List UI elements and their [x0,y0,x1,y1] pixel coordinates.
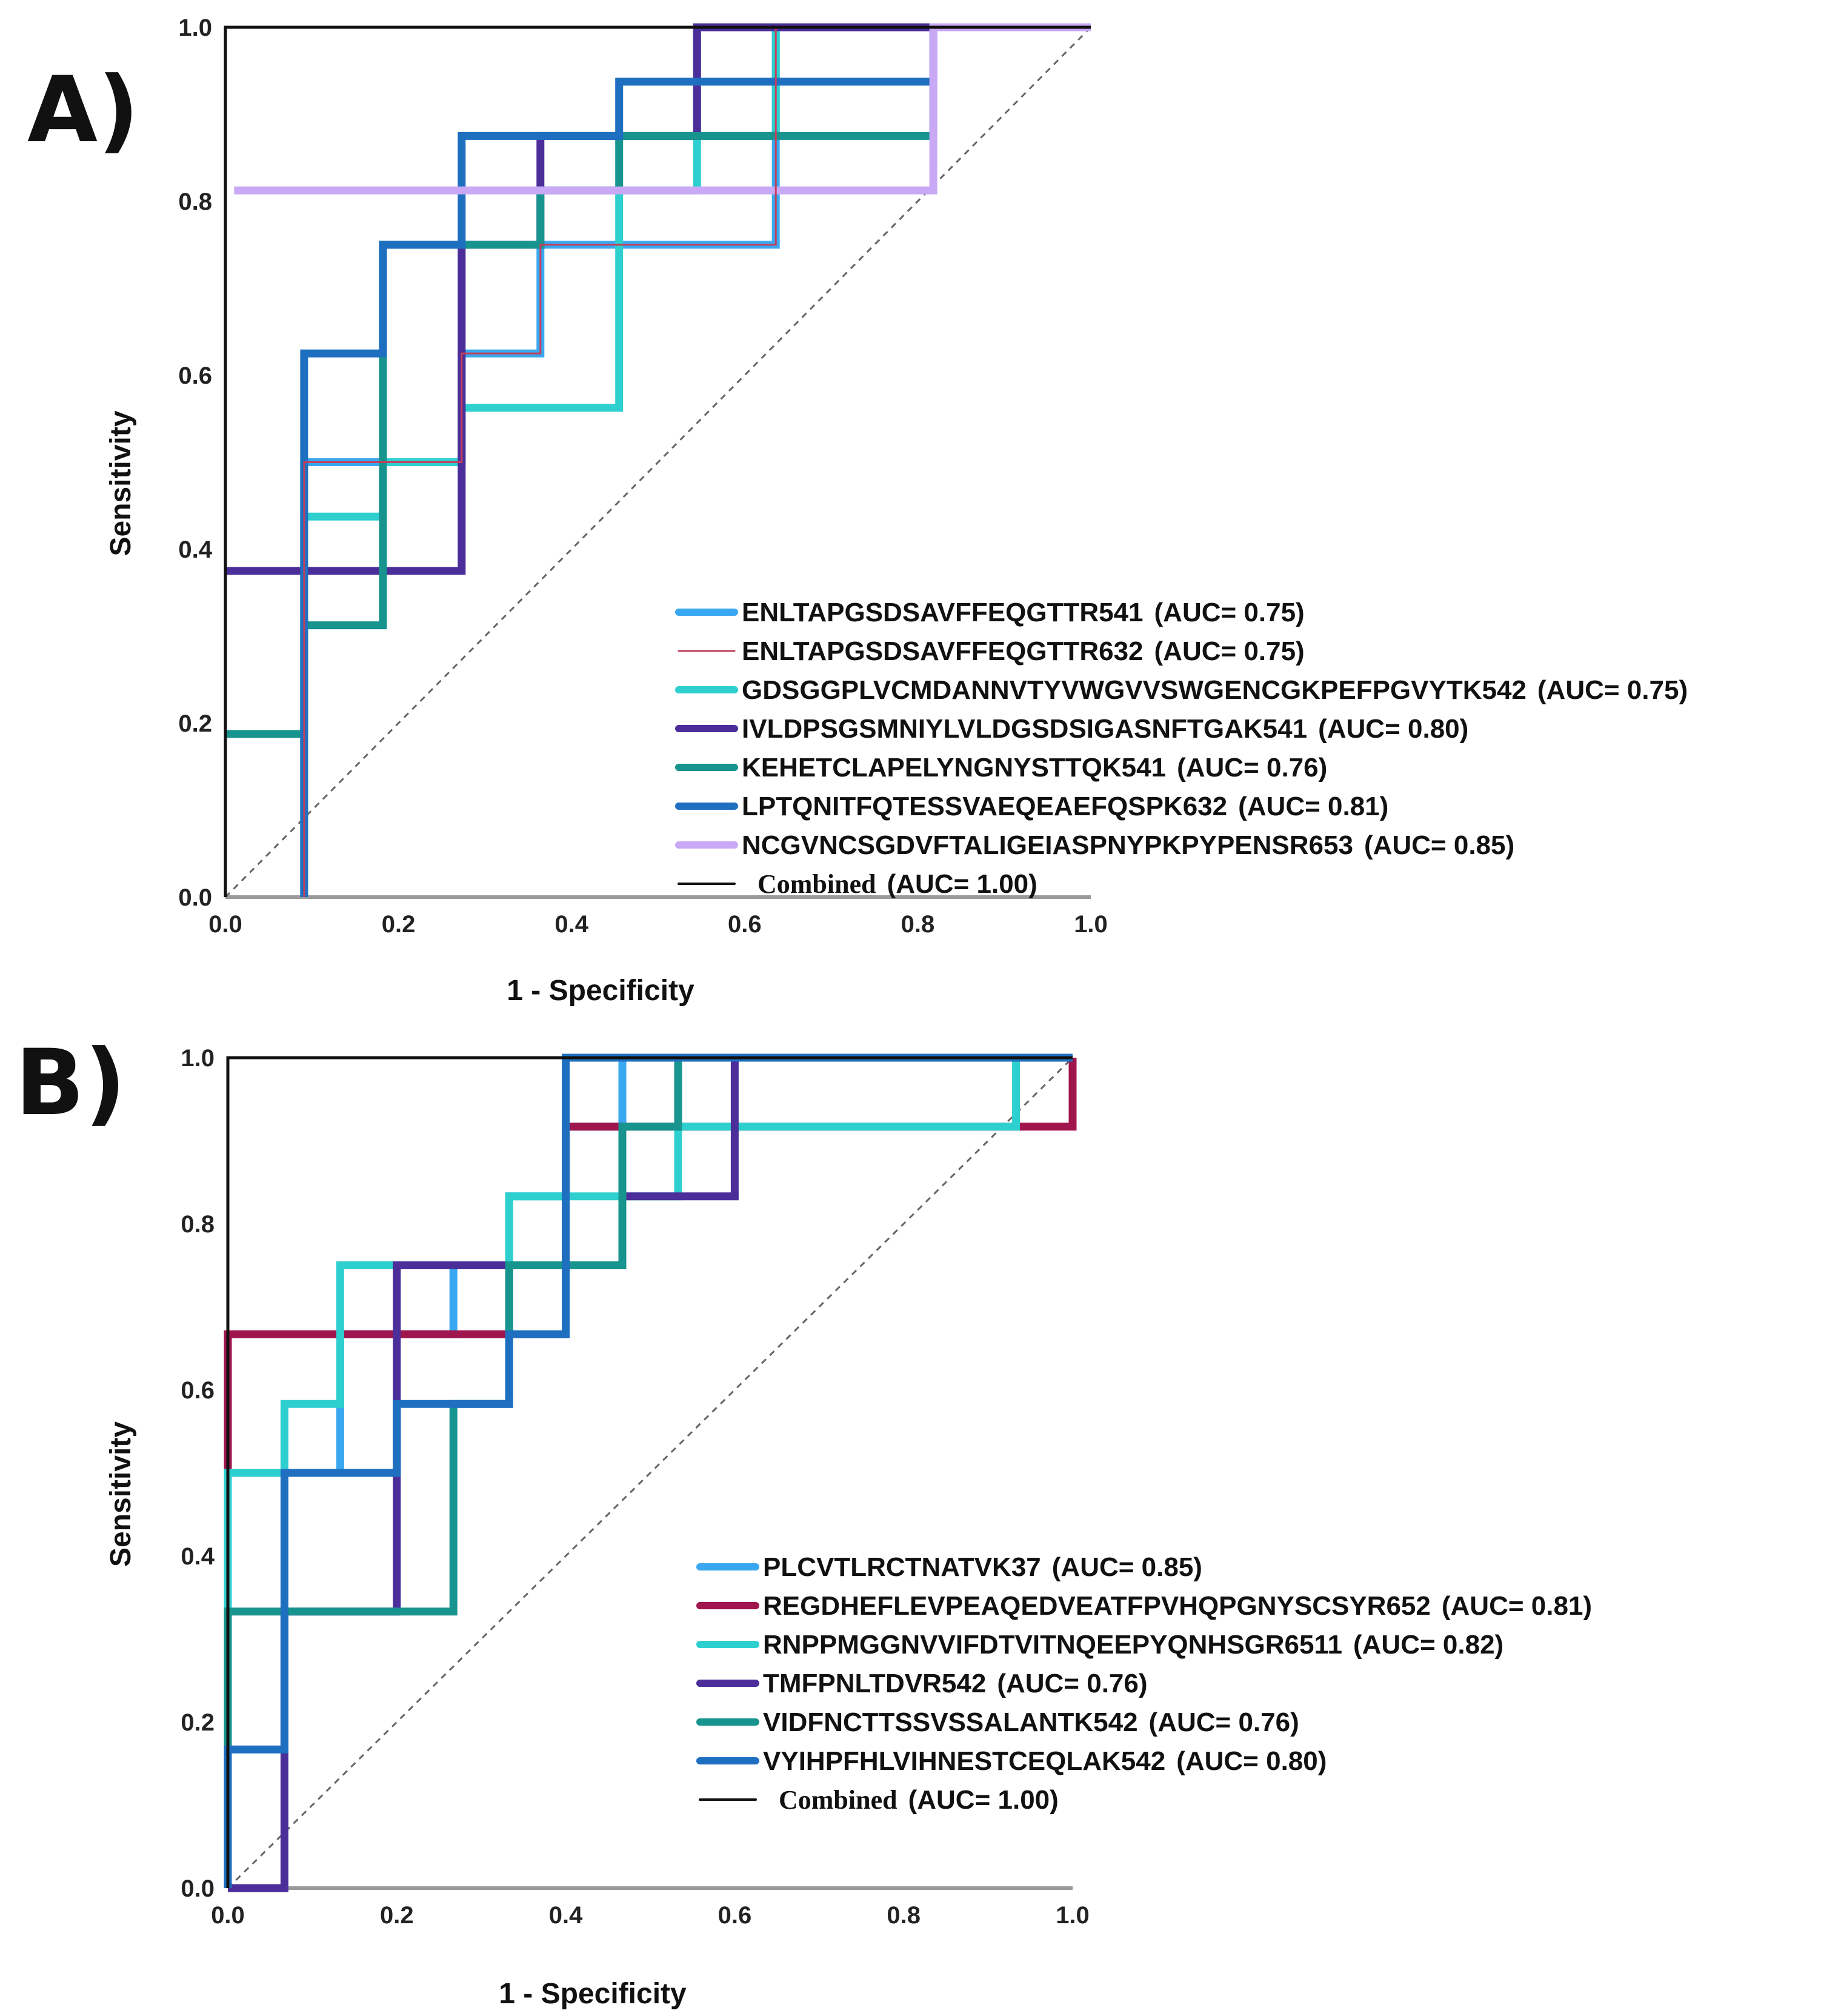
y-tick-label: 0.8 [178,189,212,215]
legend-label: REGDHEFLEVPEAQEDVEATFPVHQPGNYSCSYR652 (AU… [763,1591,1592,1621]
roc-curve-combined [226,1056,1073,1888]
legend-auc-value: (AUC= 1.00) [908,1785,1059,1815]
legend-auc-value: (AUC= 0.80) [1318,714,1468,744]
roc-curve-ivldpsgsmniylvldgsdsigasnftgak541 [225,23,1091,575]
x-tick-label: 0.4 [549,1902,583,1929]
y-tick-label: 0.6 [181,1377,215,1404]
panel-b-label: B) [15,1030,126,1136]
x-tick-label: 0.8 [887,1902,921,1929]
legend-series-name: ENLTAPGSDSAVFFEQGTTR632 [742,636,1144,666]
x-tick-label: 0.2 [380,1902,414,1929]
legend-auc-value: (AUC= 0.75) [1154,636,1305,666]
legend-label: LPTQNITFQTESSVAEQEAEFQSPK632 (AUC= 0.81) [742,792,1388,821]
panel-a-label: A) [27,58,139,163]
x-tick-label: 1.0 [1074,911,1108,938]
roc-chart-a: 0.0 0.2 0.4 0.6 0.8 1.0 0.0 0.2 0.4 0.6 0.8 1.0 1 - … [105,15,1688,1007]
roc-curve-enltapgsdsavffeqgttr632 [303,26,1091,897]
legend-label: IVLDPSGSMNIYLVLDGSDSIGASNFTGAK541 (AUC= 0… [742,714,1468,744]
legend-series-name: IVLDPSGSMNIYLVLDGSDSIGASNFTGAK541 [742,714,1307,744]
legend-label: ENLTAPGSDSAVFFEQGTTR632 (AUC= 0.75) [742,636,1305,666]
y-axis-title: Sensitivity [105,410,137,556]
legend-series-name: RNPPMGGNVVIFDTVITNQEEPYQNHSGR6511 [763,1630,1342,1660]
legend-label: VIDFNCTTSSVSSALANTK542 (AUC= 0.76) [763,1707,1299,1737]
legend-auc-value: (AUC= 0.81) [1442,1591,1592,1621]
legend-auc-value: (AUC= 0.75) [1154,598,1305,627]
legend-series-name: TMFPNLTDVR542 [763,1669,986,1698]
panel-a: A) 0.0 0.2 0.4 0.6 0.8 1.0 0.0 0.2 0.4 0.6 0.8 1.0 1… [0,0,1838,1007]
legend-auc-value: (AUC= 0.82) [1353,1630,1503,1660]
y-tick-label: 0.2 [178,710,212,737]
legend-auc-value: (AUC= 0.85) [1052,1552,1202,1582]
y-tick-label: 0.8 [181,1211,215,1238]
y-axis-title: Sensitivity [105,1421,137,1567]
legend-label: PLCVTLRCTNATVK37 (AUC= 0.85) [763,1552,1202,1582]
legend-series-name: PLCVTLRCTNATVK37 [763,1552,1041,1582]
x-tick-label: 0.6 [718,1902,752,1929]
legend-series-name: GDSGGPLVCMDANNVTYVWGVVSWGENCGKPEFPGVYTK5… [742,675,1527,705]
y-tick-label: 1.0 [178,15,212,41]
y-tick-label: 0.4 [181,1543,215,1570]
legend-series-name: LPTQNITFQTESSVAEQEAEFQSPK632 [742,792,1227,821]
legend-series-name: KEHETCLAPELYNGNYSTTQK541 [742,753,1166,783]
legend-auc-value: (AUC= 0.76) [1149,1707,1299,1737]
x-axis-title: 1 - Specificity [507,975,694,1007]
x-tick-label: 0.0 [211,1902,245,1929]
x-tick-label: 0.2 [382,911,416,938]
x-tick-label: 1.0 [1056,1902,1090,1929]
x-tick-label: 0.4 [554,911,588,938]
legend-auc-value: (AUC= 1.00) [887,869,1037,899]
x-tick-label: 0.6 [728,911,762,938]
legend-label: VYIHPFHLVIHNESTCEQLAK542 (AUC= 0.80) [763,1746,1327,1776]
roc-curve-vyihpfhlvihnestceqlak542 [224,1053,1073,1888]
y-tick-label: 0.2 [181,1709,215,1736]
legend-auc-value: (AUC= 0.85) [1364,830,1514,860]
legend-series-name: VYIHPFHLVIHNESTCEQLAK542 [763,1746,1165,1776]
y-tick-label: 1.0 [181,1045,215,1072]
reference-diagonal [224,26,1092,898]
y-tick-label: 0.0 [178,884,212,911]
roc-curve-combined [224,25,1091,897]
legend-label: Combined (AUC= 1.00) [758,869,1037,899]
reference-diagonal [227,1056,1074,1889]
y-tick-label: 0.4 [178,536,212,563]
legend-series-name: VIDFNCTTSSVSSALANTK542 [763,1707,1138,1737]
roc-curve-kehetclapelyngnysttqk541 [225,23,1091,738]
legend-label: Combined (AUC= 1.00) [779,1785,1059,1815]
roc-curve-vidfncttssvssalantk542 [224,1053,1073,1888]
y-tick-label: 0.6 [178,362,212,389]
legend-label: ENLTAPGSDSAVFFEQGTTR541 (AUC= 0.75) [742,598,1305,627]
legend-auc-value: (AUC= 0.80) [1176,1746,1327,1776]
legend-series-name: REGDHEFLEVPEAQEDVEATFPVHQPGNYSCSYR652 [763,1591,1431,1621]
legend-label: RNPPMGGNVVIFDTVITNQEEPYQNHSGR6511 (AUC= 0… [763,1630,1503,1660]
x-tick-label: 0.0 [208,911,242,938]
legend-label: NCGVNCSGDVFTALIGEIASPNYPKPYPENSR653 (AUC=… [742,830,1514,860]
roc-curve-ncgvncsgdvftaligeiaspnypkpypensr653 [234,23,1091,195]
x-axis-title: 1 - Specificity [499,1978,687,2010]
legend-label: TMFPNLTDVR542 (AUC= 0.76) [763,1669,1148,1698]
legend-auc-value: (AUC= 0.76) [1177,753,1327,783]
legend-auc-value: (AUC= 0.81) [1238,792,1388,821]
panel-b: B) 0.0 0.2 0.4 0.6 0.8 1.0 0.0 0.2 0.4 0.6 0.8 1.0 1… [0,1006,1838,2016]
legend-series-name: Combined [758,869,876,899]
legend-label: KEHETCLAPELYNGNYSTTQK541 (AUC= 0.76) [742,753,1327,783]
legend-series-name: NCGVNCSGDVFTALIGEIASPNYPKPYPENSR653 [742,830,1353,860]
legend-label: GDSGGPLVCMDANNVTYVWGVVSWGENCGKPEFPGVYTK5… [742,675,1688,705]
legend-series-name: ENLTAPGSDSAVFFEQGTTR541 [742,598,1144,627]
legend-series-name: Combined [779,1785,897,1815]
roc-chart-b: 0.0 0.2 0.4 0.6 0.8 1.0 0.0 0.2 0.4 0.6 0.8 1.0 1 - … [105,1045,1592,2010]
legend-auc-value: (AUC= 0.75) [1537,675,1688,705]
legend-auc-value: (AUC= 0.76) [997,1669,1147,1698]
y-tick-label: 0.0 [181,1875,215,1902]
x-tick-label: 0.8 [901,911,935,938]
